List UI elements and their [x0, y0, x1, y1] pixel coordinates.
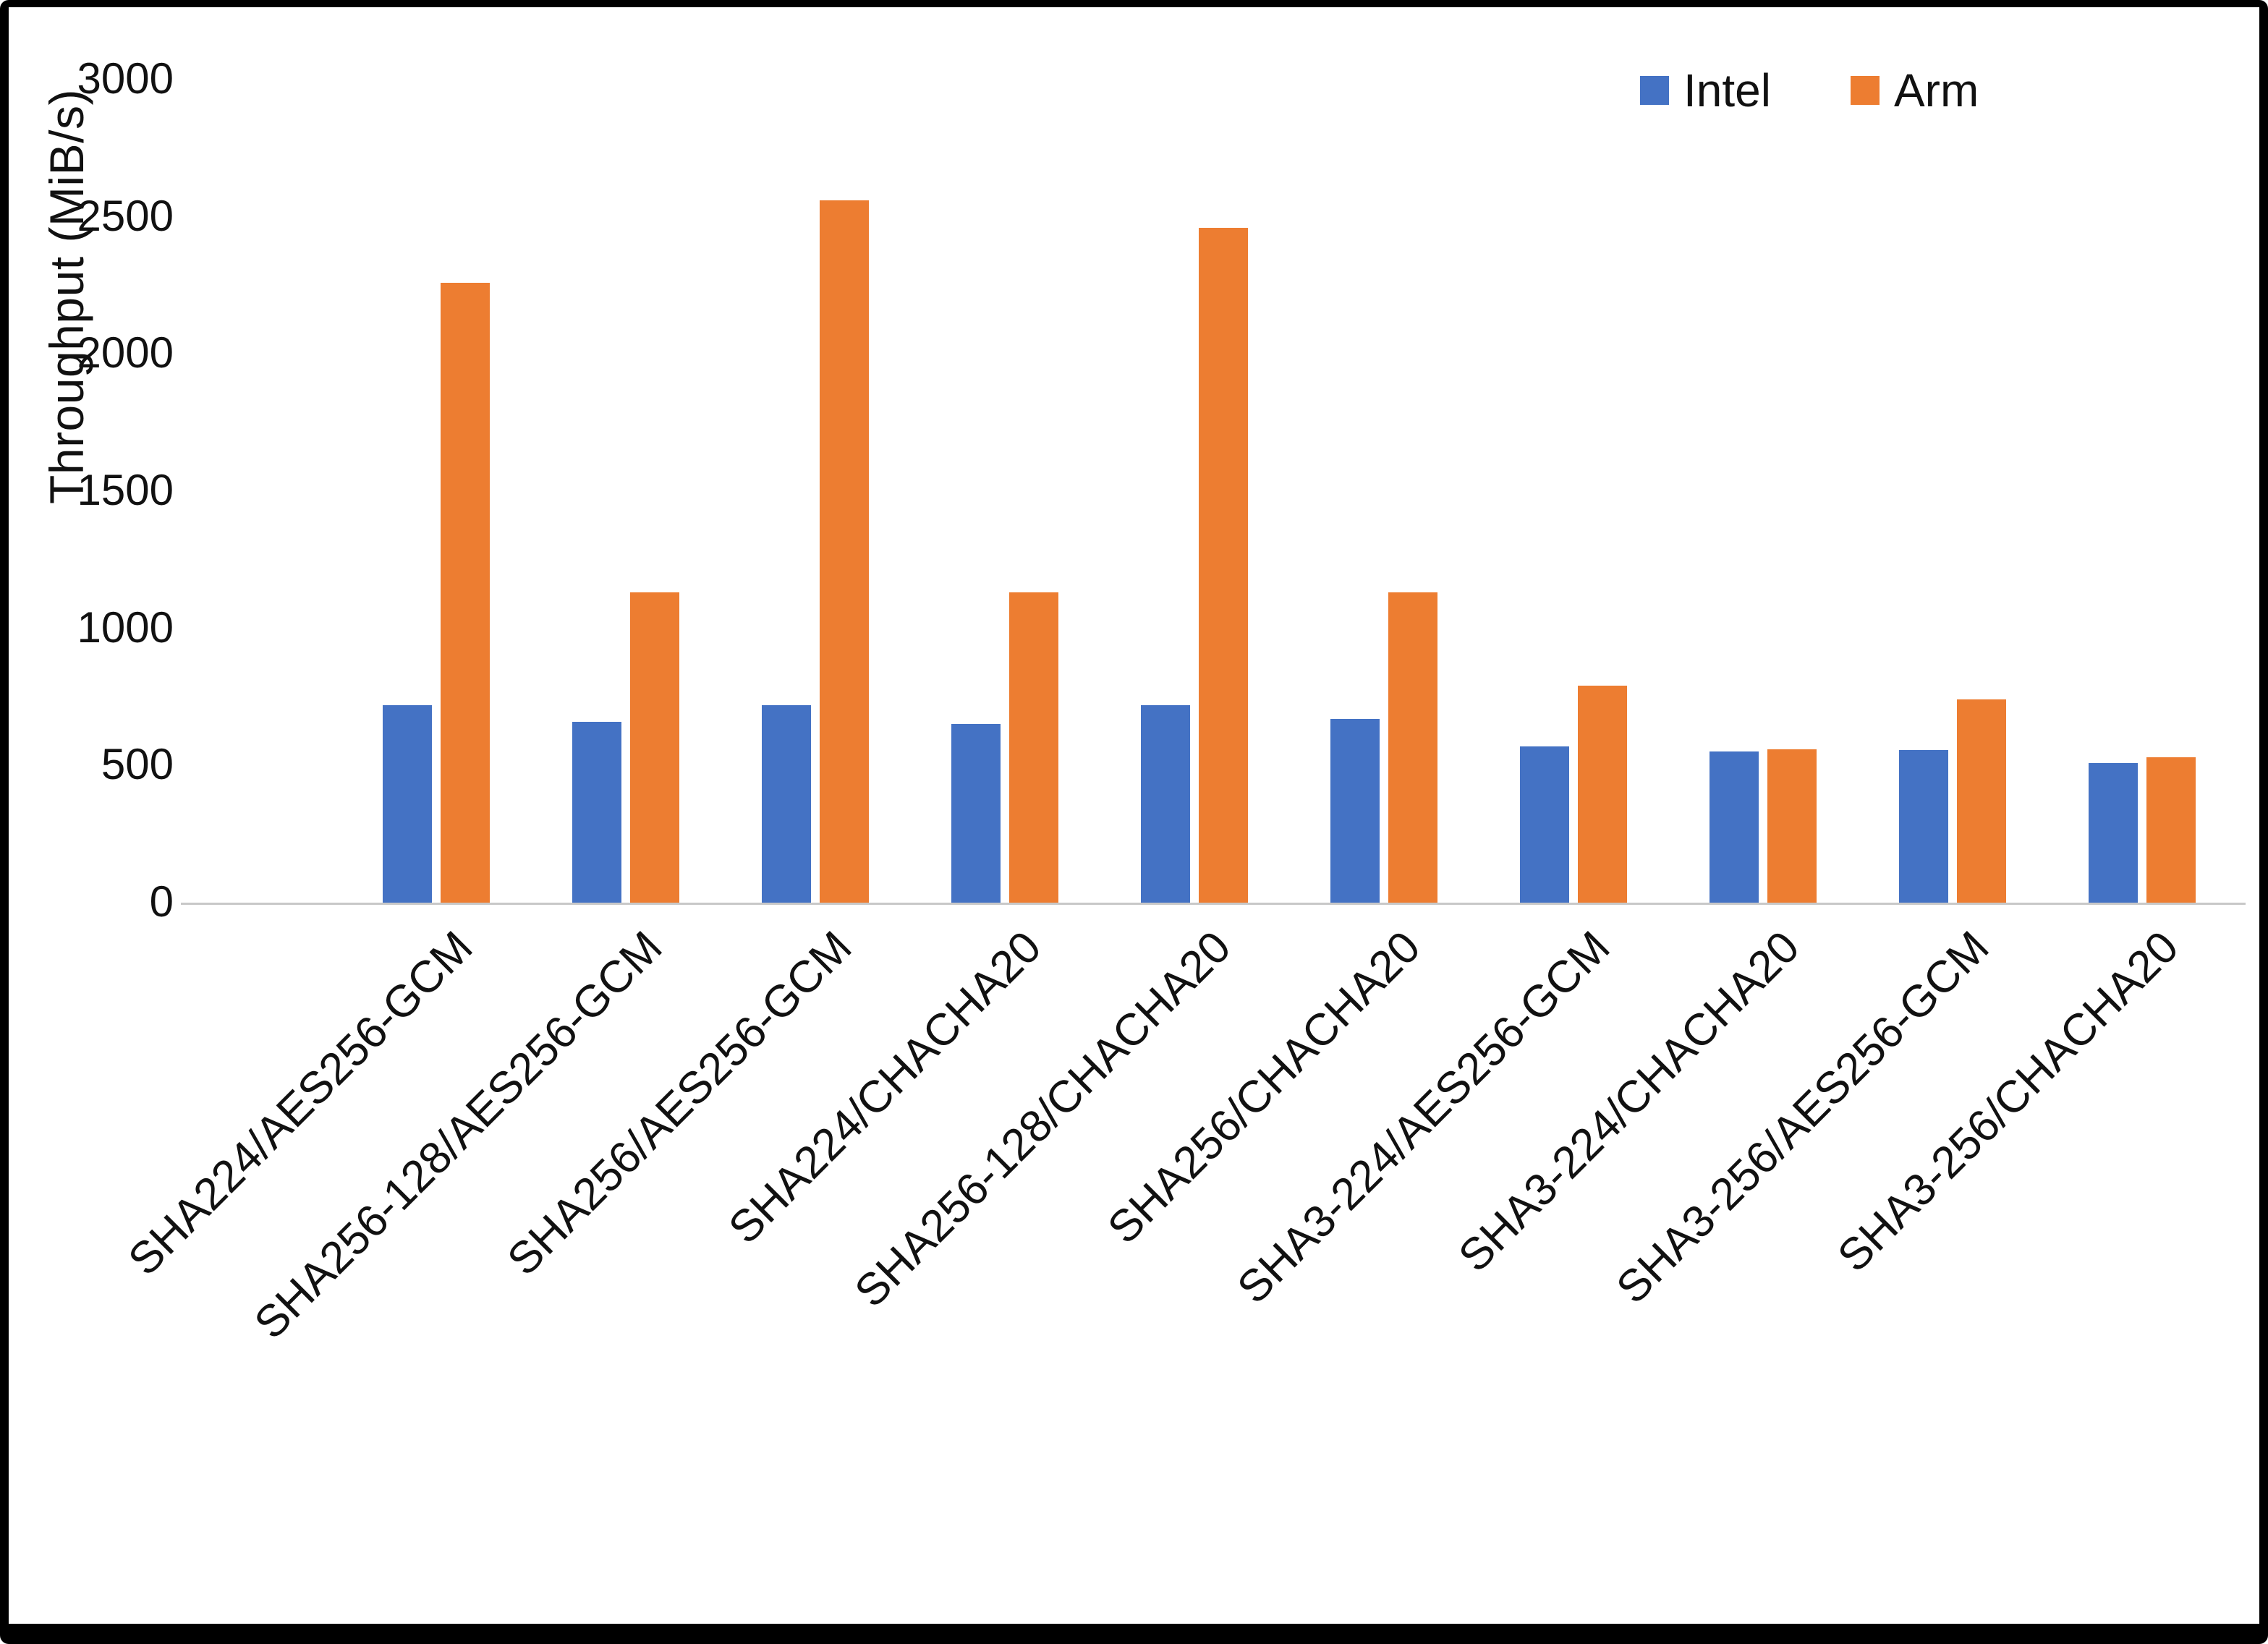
- x-axis-label: SHA3-256/CHACHA20: [1828, 921, 2188, 1282]
- x-axis-label: SHA256/AES256-GCM: [498, 921, 862, 1285]
- legend-label: Intel: [1683, 64, 1771, 116]
- x-axis-label: SHA256-128/CHACHA20: [845, 921, 1241, 1317]
- bar-chart: Throughput (MiB/s) 0 500 1000 1500 2000 2500 3…: [9, 7, 2259, 1624]
- y-tick-label: 2500: [77, 191, 174, 240]
- bar-intel: [1520, 746, 1569, 903]
- y-tick-label: 3000: [77, 54, 174, 103]
- bar-arm: [1199, 227, 1248, 903]
- x-axis-baseline: [181, 903, 2246, 905]
- legend-item-arm: Arm: [1850, 64, 1979, 117]
- y-tick-label: 0: [149, 877, 174, 927]
- bar-intel: [1330, 718, 1380, 903]
- x-axis-label: SHA3-256/AES256-GCM: [1607, 921, 1999, 1313]
- legend-label: Arm: [1893, 64, 1979, 116]
- y-tick-label: 2000: [77, 328, 174, 378]
- bar-arm: [1009, 592, 1058, 903]
- x-axis-label: SHA256/CHACHA20: [1098, 921, 1430, 1253]
- bar-intel: [1710, 751, 1759, 903]
- legend: Intel Arm: [1640, 64, 1979, 117]
- bar-intel: [2089, 762, 2138, 903]
- bar-arm: [441, 282, 490, 903]
- bar-intel: [1899, 750, 1948, 903]
- legend-item-intel: Intel: [1640, 64, 1771, 117]
- bar-arm: [1578, 686, 1627, 903]
- x-axis-label: SHA224/AES256-GCM: [119, 921, 483, 1285]
- y-tick-label: 1500: [77, 466, 174, 515]
- y-tick-label: 1000: [77, 602, 174, 652]
- bar-intel: [1141, 704, 1190, 903]
- bar-arm: [630, 592, 679, 903]
- bar-arm: [1957, 699, 2006, 903]
- bar-intel: [951, 724, 1001, 903]
- y-axis-title: Throughput (MiB/s): [40, 89, 93, 504]
- bar-arm: [820, 200, 869, 903]
- bar-arm: [2146, 757, 2196, 903]
- bar-intel: [572, 721, 621, 903]
- x-axis-label: SHA224/CHACHA20: [719, 921, 1051, 1253]
- legend-swatch-arm: [1850, 76, 1880, 105]
- y-tick-label: 500: [101, 740, 174, 789]
- bar-arm: [1767, 749, 1817, 903]
- bar-intel: [762, 704, 811, 903]
- bar-arm: [1388, 592, 1437, 903]
- bar-intel: [383, 704, 432, 903]
- legend-swatch-intel: [1640, 76, 1669, 105]
- x-axis-label: SHA3-224/AES256-GCM: [1228, 921, 1620, 1313]
- x-axis-label: SHA3-224/CHACHA20: [1449, 921, 1809, 1282]
- x-axis-label: SHA256-128/AES256-GCM: [245, 921, 672, 1349]
